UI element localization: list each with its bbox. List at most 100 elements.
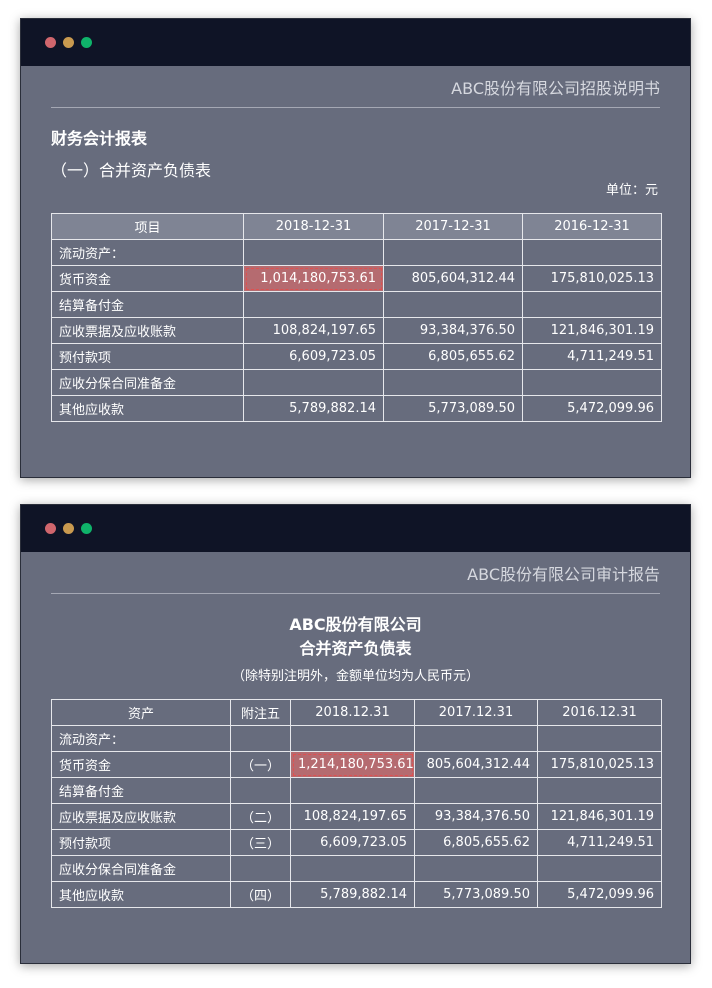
currency-note: （除特别注明外，金额单位均为人民币元） — [231, 669, 479, 684]
divider — [51, 593, 660, 594]
minimize-button[interactable] — [63, 37, 74, 48]
value-cell: 6,609,723.05 — [243, 343, 384, 370]
value-cell — [537, 777, 662, 804]
value-cell — [383, 291, 523, 318]
value-cell: 5,773,089.50 — [414, 881, 538, 908]
value-cell — [414, 855, 538, 882]
document-title: ABC股份有限公司招股说明书 — [451, 79, 660, 98]
maximize-button[interactable] — [81, 37, 92, 48]
highlighted-value-cell: 1,014,180,753.61 — [243, 265, 384, 292]
value-cell — [290, 777, 415, 804]
table-row: 流动资产： — [51, 725, 662, 752]
note-ref: （一） — [230, 751, 291, 778]
note-ref: （二） — [230, 803, 291, 830]
value-cell — [414, 777, 538, 804]
column-header: 资产 — [51, 699, 231, 726]
title-bar — [21, 505, 690, 552]
value-cell: 121,846,301.19 — [522, 317, 662, 344]
table-row: 预付款项 （三） 6,609,723.05 6,805,655.62 4,711,249… — [51, 829, 662, 856]
column-header: 项目 — [51, 213, 244, 240]
value-cell — [383, 239, 523, 266]
value-cell — [522, 369, 662, 396]
value-cell: 175,810,025.13 — [522, 265, 662, 292]
title-bar — [21, 19, 690, 66]
value-cell — [243, 239, 384, 266]
section-heading: 财务会计报表 — [51, 129, 148, 148]
column-header: 2018-12-31 — [243, 213, 384, 240]
row-label: 结算备付金 — [51, 291, 244, 318]
table-row: 流动资产： — [51, 239, 662, 266]
column-header: 附注五 — [230, 699, 291, 726]
audit-report-window: ABC股份有限公司审计报告 ABC股份有限公司 合并资产负债表 （除特别注明外，… — [20, 504, 691, 964]
table-row: 应收分保合同准备金 — [51, 369, 662, 396]
table-row: 应收分保合同准备金 — [51, 855, 662, 882]
value-cell — [290, 725, 415, 752]
value-cell — [537, 855, 662, 882]
table-row: 预付款项 6,609,723.05 6,805,655.62 4,711,249.51 — [51, 343, 662, 370]
note-ref — [230, 855, 291, 882]
value-cell: 6,805,655.62 — [414, 829, 538, 856]
value-cell: 805,604,312.44 — [383, 265, 523, 292]
value-cell: 175,810,025.13 — [537, 751, 662, 778]
row-label: 应收票据及应收账款 — [51, 803, 231, 830]
column-header: 2017.12.31 — [414, 699, 538, 726]
row-label: 流动资产： — [51, 725, 231, 752]
value-cell: 5,472,099.96 — [522, 395, 662, 422]
note-ref: （四） — [230, 881, 291, 908]
company-name: ABC股份有限公司 — [289, 615, 422, 634]
header-row: 项目 2018-12-31 2017-12-31 2016-12-31 — [51, 213, 662, 240]
table-row: 其他应收款 5,789,882.14 5,773,089.50 5,472,099.9… — [51, 395, 662, 422]
row-label: 应收分保合同准备金 — [51, 855, 231, 882]
column-header: 2016.12.31 — [537, 699, 662, 726]
maximize-button[interactable] — [81, 523, 92, 534]
value-cell: 4,711,249.51 — [537, 829, 662, 856]
row-label: 流动资产： — [51, 239, 244, 266]
value-cell — [414, 725, 538, 752]
prospectus-window: ABC股份有限公司招股说明书 财务会计报表 （一）合并资产负债表 单位：元 项目… — [20, 18, 691, 478]
value-cell: 93,384,376.50 — [414, 803, 538, 830]
value-cell — [383, 369, 523, 396]
value-cell: 805,604,312.44 — [414, 751, 538, 778]
table-row: 应收票据及应收账款 108,824,197.65 93,384,376.50 121,… — [51, 317, 662, 344]
row-label: 货币资金 — [51, 265, 244, 292]
value-cell: 121,846,301.19 — [537, 803, 662, 830]
value-cell: 4,711,249.51 — [522, 343, 662, 370]
value-cell: 108,824,197.65 — [243, 317, 384, 344]
table-row: 货币资金 （一） 1,214,180,753.61 805,604,312.44 175… — [51, 751, 662, 778]
value-cell: 6,805,655.62 — [383, 343, 523, 370]
column-header: 2018.12.31 — [290, 699, 415, 726]
value-cell: 6,609,723.05 — [290, 829, 415, 856]
value-cell: 93,384,376.50 — [383, 317, 523, 344]
value-cell: 5,789,882.14 — [243, 395, 384, 422]
column-header: 2017-12-31 — [383, 213, 523, 240]
highlighted-value-cell: 1,214,180,753.61 — [290, 751, 415, 778]
value-cell: 108,824,197.65 — [290, 803, 415, 830]
row-label: 其他应收款 — [51, 395, 244, 422]
table-row: 其他应收款 （四） 5,789,882.14 5,773,089.50 5,472,09… — [51, 881, 662, 908]
value-cell — [243, 369, 384, 396]
value-cell — [522, 291, 662, 318]
value-cell: 5,472,099.96 — [537, 881, 662, 908]
row-label: 应收分保合同准备金 — [51, 369, 244, 396]
table-row: 应收票据及应收账款 （二） 108,824,197.65 93,384,376.50 1… — [51, 803, 662, 830]
value-cell — [243, 291, 384, 318]
row-label: 其他应收款 — [51, 881, 231, 908]
header-row: 资产 附注五 2018.12.31 2017.12.31 2016.12.31 — [51, 699, 662, 726]
balance-sheet-table: 资产 附注五 2018.12.31 2017.12.31 2016.12.31 流动资产：… — [51, 699, 662, 908]
close-button[interactable] — [45, 523, 56, 534]
row-label: 货币资金 — [51, 751, 231, 778]
document-title: ABC股份有限公司审计报告 — [467, 565, 660, 584]
note-ref: （三） — [230, 829, 291, 856]
report-title: 合并资产负债表 — [299, 639, 412, 658]
row-label: 预付款项 — [51, 343, 244, 370]
row-label: 结算备付金 — [51, 777, 231, 804]
value-cell — [290, 855, 415, 882]
close-button[interactable] — [45, 37, 56, 48]
row-label: 预付款项 — [51, 829, 231, 856]
note-ref — [230, 777, 291, 804]
divider — [51, 107, 660, 108]
unit-label: 单位：元 — [605, 183, 658, 198]
row-label: 应收票据及应收账款 — [51, 317, 244, 344]
value-cell: 5,773,089.50 — [383, 395, 523, 422]
minimize-button[interactable] — [63, 523, 74, 534]
